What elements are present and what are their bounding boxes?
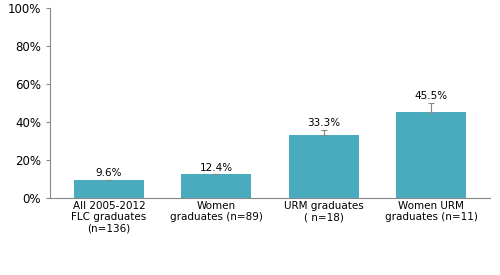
- Text: 45.5%: 45.5%: [414, 91, 448, 101]
- Bar: [289, 135, 358, 198]
- Bar: [396, 112, 466, 198]
- Text: 9.6%: 9.6%: [96, 168, 122, 178]
- Bar: [74, 180, 144, 198]
- Bar: [182, 174, 251, 198]
- Text: 12.4%: 12.4%: [200, 163, 233, 173]
- Text: 33.3%: 33.3%: [307, 118, 340, 128]
